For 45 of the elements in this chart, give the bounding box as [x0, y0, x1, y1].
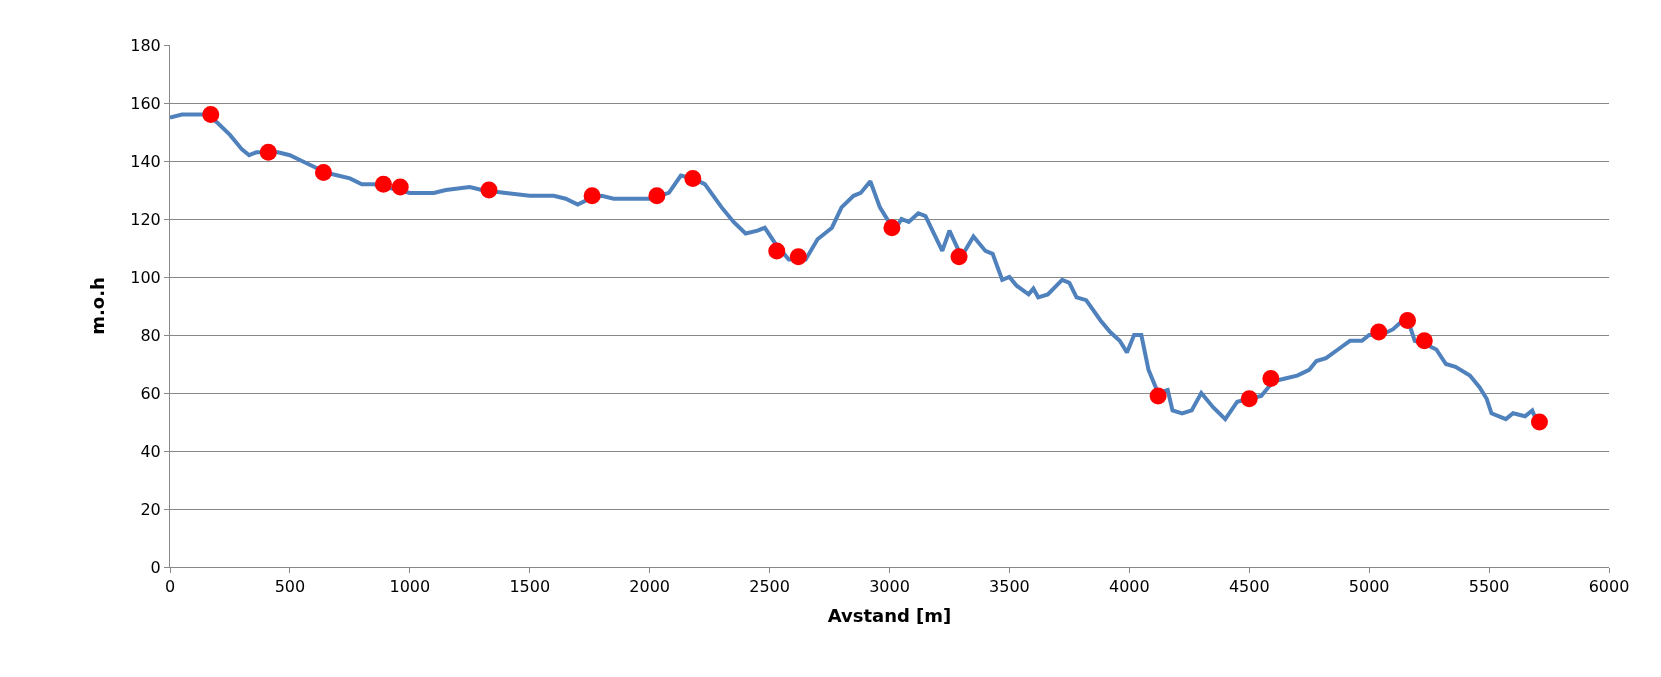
point: [1530, 413, 1548, 431]
x-tick-label: 1000: [389, 577, 431, 597]
y-tick-label: 180: [130, 35, 161, 55]
x-tick-label: 0: [164, 577, 176, 597]
point: [202, 106, 220, 124]
y-tick-label: 80: [140, 325, 161, 345]
y-tick-label: 100: [130, 267, 161, 287]
x-tick-label: 4000: [1108, 577, 1150, 597]
point: [684, 169, 702, 187]
point: [374, 175, 392, 193]
x-tick-label: 4500: [1228, 577, 1270, 597]
point: [315, 164, 332, 182]
x-tick-label: 3500: [989, 577, 1030, 597]
point: [1149, 387, 1167, 405]
x-tick-label: 6000: [1588, 577, 1630, 597]
point: [1399, 312, 1417, 329]
point: [950, 248, 968, 266]
point: [1262, 370, 1280, 387]
point: [1415, 332, 1433, 350]
point: [583, 187, 601, 205]
point: [480, 181, 498, 199]
x-tick-label: 5000: [1348, 577, 1390, 597]
y-tick-label: 40: [140, 441, 161, 461]
point: [259, 143, 277, 161]
point: [648, 187, 666, 205]
y-tick-label: 160: [130, 93, 161, 113]
x-tick-label: 2000: [629, 577, 671, 597]
y-tick-label: 20: [140, 499, 161, 519]
point: [391, 178, 409, 196]
point: [883, 219, 901, 237]
x-tick-label: 5500: [1468, 577, 1510, 597]
point: [768, 242, 786, 260]
point: [1370, 323, 1388, 341]
x-tick-label: 3000: [869, 577, 910, 597]
x-axis-title: Avstand [m]: [827, 605, 952, 627]
point: [1240, 390, 1258, 408]
y-tick-label: 140: [130, 151, 161, 171]
point: [789, 248, 807, 266]
x-tick-label: 1500: [509, 577, 551, 597]
y-tick-label: 60: [140, 383, 161, 403]
x-tick-label: 2500: [749, 577, 790, 597]
y-axis-title: m.o.h: [87, 277, 109, 335]
y-tick-label: 0: [150, 557, 161, 577]
y-tick-label: 120: [130, 209, 161, 229]
x-tick-label: 500: [274, 577, 306, 597]
